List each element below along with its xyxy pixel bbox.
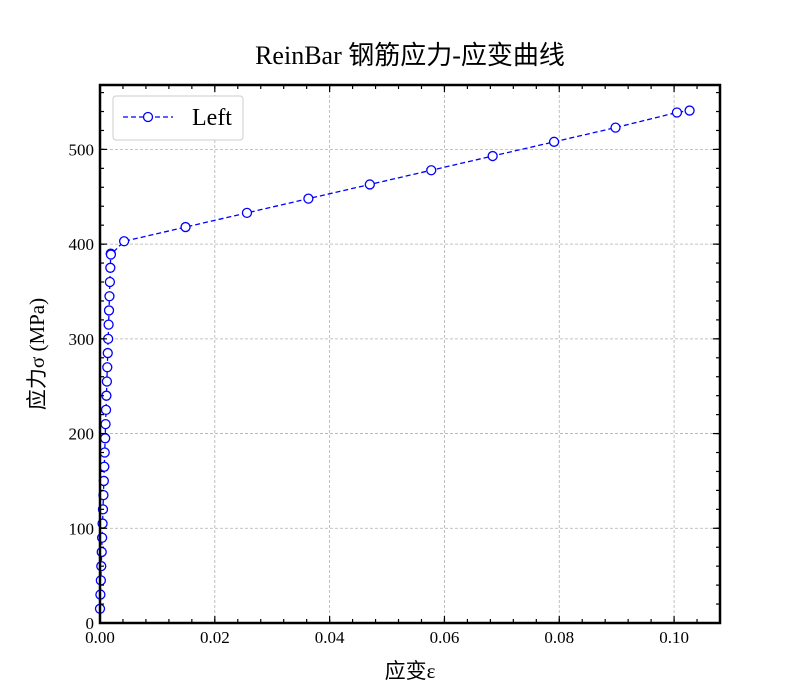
data-point: [103, 319, 114, 330]
data-point: [102, 362, 113, 373]
data-point: [241, 207, 253, 219]
data-point: [100, 404, 112, 416]
x-tick-label: 0.08: [544, 628, 574, 647]
y-tick-label: 500: [69, 140, 95, 159]
axis-ticks: 0.00 0.02 0.04 0.06 0.08 0.10 0 100 200 300 400 500: [69, 85, 721, 647]
data-point: [104, 291, 115, 302]
x-tick-label: 0.02: [200, 628, 230, 647]
chart-title: ReinBar 钢筋应力-应变曲线: [255, 41, 565, 70]
data-point: [548, 136, 560, 147]
data-point: [105, 262, 116, 273]
data-point: [610, 122, 621, 133]
legend-marker-sample: [142, 111, 154, 123]
series-layer: [94, 105, 695, 614]
data-point: [100, 418, 111, 430]
data-point: [104, 276, 116, 288]
legend-entry-left: Left: [192, 105, 232, 131]
data-point: [364, 179, 375, 190]
x-tick-label: 0.06: [430, 628, 460, 647]
x-tick-label: 0.00: [85, 628, 115, 647]
data-point: [102, 347, 113, 359]
plot-frame: [98, 83, 722, 625]
y-tick-label: 400: [69, 235, 95, 254]
data-point: [100, 433, 111, 444]
y-tick-label: 200: [69, 425, 95, 444]
legend-box: [112, 95, 244, 141]
data-point: [180, 221, 191, 233]
data-point: [303, 193, 314, 204]
y-tick-label: 100: [69, 519, 95, 538]
data-point: [684, 105, 695, 116]
data-point: [118, 236, 130, 247]
data-point: [105, 249, 117, 260]
x-axis-label: 应变ε: [385, 659, 436, 683]
data-point: [487, 150, 498, 162]
legend: Left: [112, 95, 244, 141]
x-tick-label: 0.10: [659, 628, 689, 647]
x-tick-label: 0.04: [315, 628, 345, 647]
data-point: [96, 546, 107, 558]
data-point: [671, 107, 683, 118]
series-line-left: [99, 109, 690, 609]
y-tick-label: 0: [86, 614, 95, 633]
y-tick-label: 300: [69, 330, 95, 349]
grid-lines: [99, 85, 720, 624]
y-axis-label: 应力σ (MPa): [25, 298, 49, 410]
data-point: [103, 305, 115, 316]
data-point: [101, 376, 113, 387]
data-point: [426, 165, 437, 176]
